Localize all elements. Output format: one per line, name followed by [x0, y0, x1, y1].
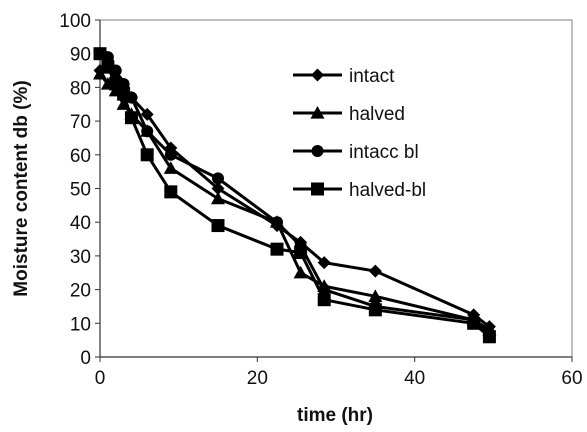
data-point-intact [140, 107, 154, 121]
y-tick-label: 60 [70, 146, 91, 167]
y-axis-title: Moisture content db (%) [11, 80, 32, 296]
series-intacc-bl [94, 47, 496, 340]
data-point-intacc-bl [141, 125, 154, 138]
data-point-halved-bl [164, 185, 178, 199]
data-point-intacc-bl [212, 172, 224, 185]
series-group [93, 47, 497, 344]
data-point-intacc-bl [271, 216, 283, 229]
data-point-halved [368, 289, 383, 302]
data-point-halved-bl [140, 148, 154, 162]
y-tick-label: 80 [70, 78, 91, 99]
y-tick-label: 20 [70, 281, 91, 302]
y-tick-label: 10 [70, 314, 91, 335]
y-tick-label: 30 [70, 247, 91, 268]
legend-label: intact [349, 66, 395, 87]
data-point-intact [317, 256, 331, 270]
data-point-halved-bl [124, 111, 138, 125]
data-point-halved [211, 191, 225, 205]
data-point-halved [163, 161, 178, 174]
legend-marker [311, 145, 324, 157]
series-line-intact [98, 58, 491, 328]
data-point-halved-bl [294, 246, 308, 260]
legend-label: halved-bl [349, 180, 426, 201]
data-point-intact [368, 264, 382, 278]
data-point-halved-bl [467, 316, 481, 330]
data-point-halved-bl [117, 87, 131, 101]
data-point-halved-bl [317, 293, 331, 307]
series-line-intacc-bl [99, 52, 491, 335]
y-tick-label: 50 [70, 180, 91, 201]
data-point-halved-bl [270, 242, 284, 256]
data-point-intacc-bl [164, 148, 177, 161]
x-tick-label: 0 [95, 368, 106, 389]
legend-marker [311, 68, 324, 82]
y-tick-label: 70 [70, 112, 91, 133]
legend-marker [310, 106, 325, 119]
series-halved [93, 66, 497, 336]
legend-marker [311, 182, 324, 196]
series-intact [93, 53, 496, 334]
legend-label: halved [349, 104, 405, 125]
legend: intact halved intacc bl halved-bl [293, 66, 426, 201]
legend-item-halved: halved [293, 104, 405, 125]
data-point-halved-bl [211, 219, 225, 233]
data-point-halved-bl [101, 60, 115, 74]
legend-item-intact: intact [293, 66, 395, 87]
y-tick-label: 90 [70, 45, 91, 66]
data-point-halved-bl [93, 47, 107, 61]
data-point-halved-bl [368, 303, 382, 317]
x-tick-label: 20 [247, 368, 268, 389]
legend-item-halved-bl: halved-bl [293, 180, 426, 201]
y-tick-label: 40 [70, 213, 91, 234]
data-point-halved-bl [109, 77, 123, 91]
x-tick-label: 40 [404, 368, 425, 389]
y-tick-label: 0 [80, 348, 91, 369]
data-point-halved [93, 66, 107, 80]
data-point-halved-bl [482, 330, 496, 344]
legend-item-intacc-bl: intacc bl [293, 142, 419, 163]
series-halved-bl [93, 47, 496, 344]
legend-label: intacc bl [349, 142, 419, 163]
x-tick-label: 60 [561, 368, 582, 389]
axes: 0 10 20 30 40 50 60 70 80 90 100 0 20 40 60 [59, 11, 582, 389]
data-point-halved [293, 265, 308, 279]
y-tick-label: 100 [59, 11, 91, 32]
x-axis-title: time (hr) [297, 405, 373, 426]
data-point-intact [211, 182, 225, 195]
